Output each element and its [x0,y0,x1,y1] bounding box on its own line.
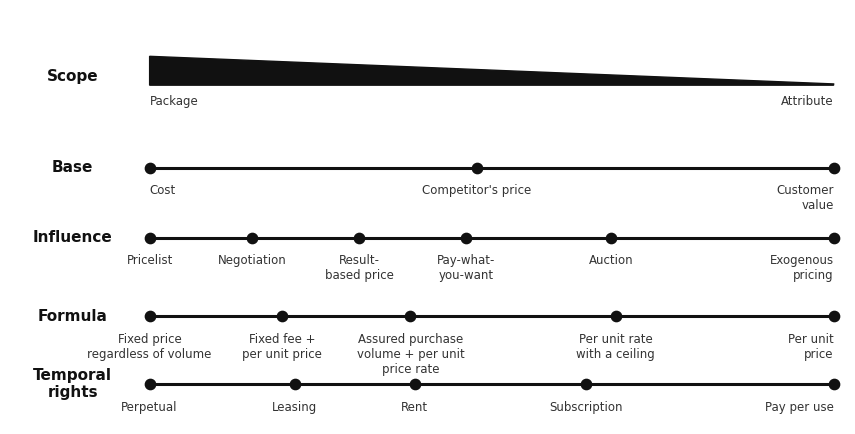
Text: Auction: Auction [589,254,634,267]
Text: Temporal
rights: Temporal rights [33,368,112,400]
Text: Pricelist: Pricelist [127,254,173,267]
Text: Fixed price
regardless of volume: Fixed price regardless of volume [87,332,212,361]
Text: Scope: Scope [47,69,98,85]
Text: Pay-what-
you-want: Pay-what- you-want [437,254,495,282]
Text: Package: Package [150,95,198,108]
Text: Assured purchase
volume + per unit
price rate: Assured purchase volume + per unit price… [357,332,464,375]
Point [275,312,289,319]
Text: Per unit rate
with a ceiling: Per unit rate with a ceiling [576,332,655,361]
Text: Base: Base [52,160,93,175]
Polygon shape [150,56,834,85]
Point [604,234,618,241]
Text: Negotiation: Negotiation [218,254,286,267]
Text: Customer
value: Customer value [776,184,834,212]
Point [245,234,259,241]
Point [143,312,156,319]
Text: Subscription: Subscription [549,401,622,414]
Point [470,164,484,171]
Point [827,381,840,388]
Point [579,381,593,388]
Point [459,234,473,241]
Text: Attribute: Attribute [781,95,834,108]
Text: Result-
based price: Result- based price [325,254,393,282]
Point [143,234,156,241]
Point [143,164,156,171]
Text: Leasing: Leasing [273,401,317,414]
Point [143,381,156,388]
Point [609,312,622,319]
Point [827,164,840,171]
Text: Pay per use: Pay per use [764,401,834,414]
Text: Influence: Influence [32,230,113,245]
Text: Formula: Formula [38,309,108,324]
Text: Perpetual: Perpetual [121,401,178,414]
Point [408,381,422,388]
Text: Fixed fee +
per unit price: Fixed fee + per unit price [242,332,322,361]
Point [404,312,417,319]
Text: Per unit
price: Per unit price [787,332,834,361]
Text: Cost: Cost [150,184,176,197]
Point [352,234,366,241]
Point [827,312,840,319]
Text: Competitor's price: Competitor's price [422,184,532,197]
Text: Exogenous
pricing: Exogenous pricing [770,254,834,282]
Point [827,234,840,241]
Point [288,381,302,388]
Text: Rent: Rent [401,401,428,414]
